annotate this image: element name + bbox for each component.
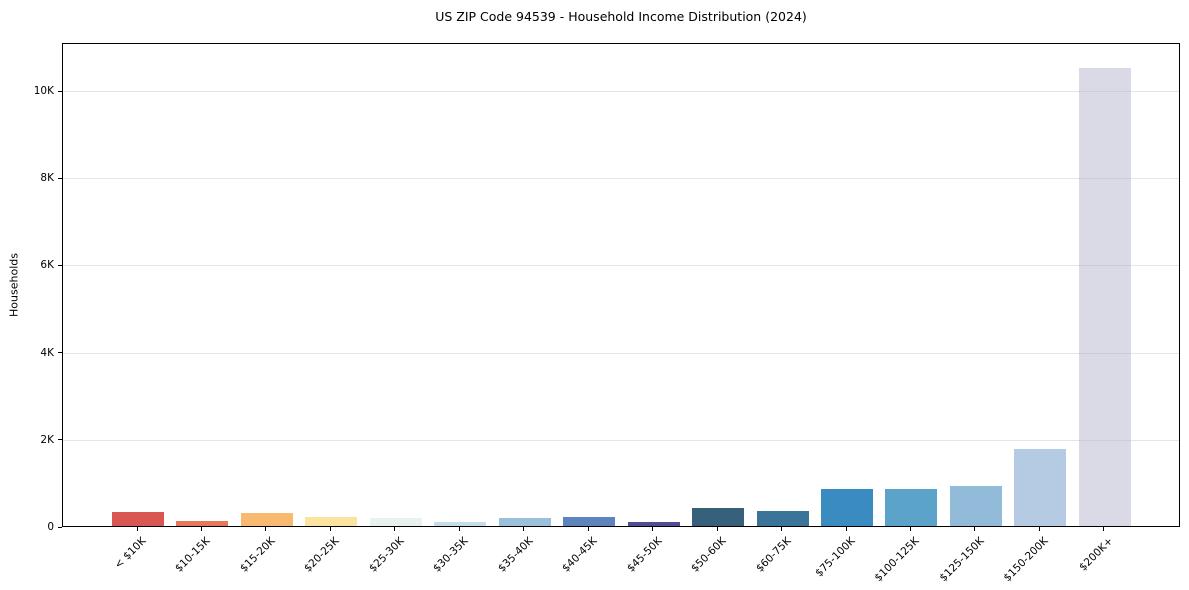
bar-$75-100K xyxy=(820,488,873,526)
bar-$150-200K xyxy=(1014,449,1067,526)
x-tick-mark xyxy=(652,527,654,531)
bar-$50-60K xyxy=(692,507,745,526)
x-tick-label: $30-35K xyxy=(431,535,471,575)
x-tick-mark xyxy=(845,527,847,531)
x-tick-label: $35-40K xyxy=(495,535,536,575)
x-tick-label: < $10K xyxy=(112,535,149,572)
y-tick-mark xyxy=(58,90,62,92)
bar-$35-40K xyxy=(498,518,551,526)
bar-$20-25K xyxy=(305,516,358,526)
x-tick-label: $25-30K xyxy=(366,535,407,575)
x-tick-mark xyxy=(523,527,525,531)
x-tick-mark xyxy=(974,527,976,531)
bar-$200K+ xyxy=(1078,68,1131,526)
gridline-4K xyxy=(63,352,1179,354)
x-tick-mark xyxy=(1103,527,1105,531)
x-tick-label: $125-150K xyxy=(937,535,987,585)
chart-title: US ZIP Code 94539 - Household Income Dis… xyxy=(435,9,807,24)
x-tick-mark xyxy=(716,527,718,531)
y-axis-label: Households xyxy=(7,253,21,317)
y-tick-mark xyxy=(58,439,62,441)
gridline-2K xyxy=(63,439,1179,441)
bar-$45-50K xyxy=(627,521,680,526)
x-tick-label: $40-45K xyxy=(560,535,600,575)
x-tick-mark xyxy=(394,527,396,531)
y-tick-label: 6K xyxy=(40,259,54,272)
plot-area xyxy=(62,43,1180,527)
bar-$125-150K xyxy=(949,485,1002,526)
y-tick-label: 2K xyxy=(40,433,54,446)
gridline-10K xyxy=(63,91,1179,92)
y-tick-label: 0 xyxy=(47,521,54,533)
x-tick-label: $75-100K xyxy=(813,535,858,580)
bar-< $10K xyxy=(112,511,164,526)
y-tick-mark xyxy=(58,352,62,354)
bar-$10-15K xyxy=(176,520,229,526)
x-tick-mark xyxy=(781,527,782,531)
y-tick-mark xyxy=(58,526,62,528)
gridline-6K xyxy=(63,265,1179,267)
x-tick-mark xyxy=(265,527,267,531)
y-tick-label: 4K xyxy=(40,346,54,359)
bar-$15-20K xyxy=(240,513,293,526)
x-tick-mark xyxy=(1038,527,1040,531)
bar-$30-35K xyxy=(434,522,487,526)
x-tick-label: $100-125K xyxy=(872,535,922,585)
x-tick-label: $60-75K xyxy=(753,535,793,575)
x-tick-mark xyxy=(587,527,589,531)
y-tick-mark xyxy=(58,177,62,179)
x-tick-label: $50-60K xyxy=(688,535,729,575)
x-tick-mark xyxy=(458,527,460,531)
bar-$100-125K xyxy=(885,488,938,526)
x-tick-label: $10-15K xyxy=(173,535,213,575)
x-tick-label: $45-50K xyxy=(624,535,665,575)
x-tick-mark xyxy=(136,527,138,531)
x-tick-mark xyxy=(909,527,911,531)
x-tick-label: $15-20K xyxy=(237,535,278,575)
bar-$25-30K xyxy=(369,517,422,526)
bar-$60-75K xyxy=(756,510,809,526)
x-tick-label: $200K+ xyxy=(1076,535,1116,574)
x-tick-label: $150-200K xyxy=(1001,535,1051,585)
x-tick-label: $20-25K xyxy=(302,535,342,575)
gridline-8K xyxy=(63,178,1179,180)
x-tick-mark xyxy=(200,527,202,531)
y-tick-mark xyxy=(58,264,62,266)
x-tick-mark xyxy=(329,527,331,531)
y-tick-label: 10K xyxy=(33,85,54,97)
y-tick-label: 8K xyxy=(40,172,54,185)
bar-$40-45K xyxy=(563,517,616,526)
